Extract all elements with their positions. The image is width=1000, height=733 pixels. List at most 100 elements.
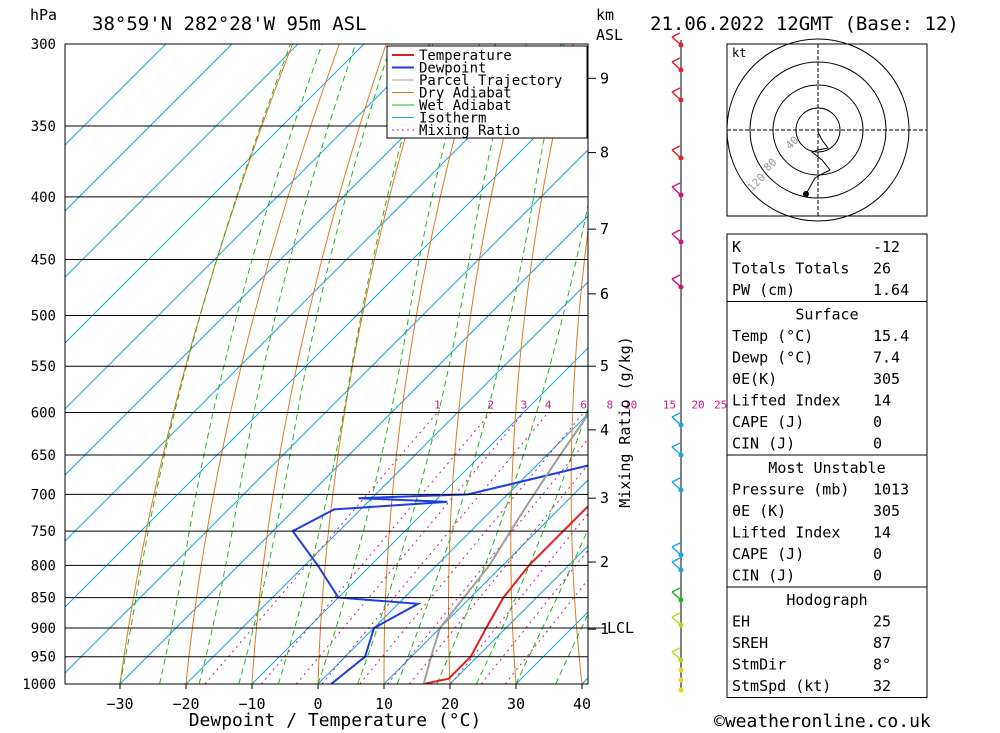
temperature-tick-label: 40 <box>573 695 591 713</box>
temperature-tick-label: −20 <box>172 695 199 713</box>
hodograph-stats-title: Hodograph <box>786 591 867 609</box>
wind-dot <box>678 155 684 161</box>
wind-barb-flag <box>671 87 681 93</box>
isotherm-line <box>65 44 233 212</box>
legend-entry: Dewpoint <box>419 61 486 77</box>
surface-row-value: 14 <box>873 392 891 410</box>
plot-frame <box>64 43 589 685</box>
pressure-unit-label: hPa <box>30 6 57 24</box>
mixing-ratio-line <box>321 412 549 684</box>
most-unstable-row-value: 1013 <box>873 481 909 499</box>
legend-entry: Mixing Ratio <box>419 123 520 139</box>
hodograph-end-point <box>803 191 809 197</box>
dry-adiabat-line <box>630 44 667 684</box>
hodograph-stats-row-value: 8° <box>873 656 891 674</box>
wind-dot <box>678 284 684 290</box>
wet-adiabat-lines <box>119 44 588 684</box>
mixing-ratio-label: 4 <box>545 398 552 411</box>
dry-adiabat-line <box>994 44 1000 684</box>
mixing-ratio-label: 2 <box>488 398 495 411</box>
km-asl-label: ASL <box>596 26 623 44</box>
surface-row-label: Temp (°C) <box>732 327 813 345</box>
wind-dot <box>678 487 684 493</box>
surface-row-label: Dewp (°C) <box>732 349 813 367</box>
pressure-tick-label: 600 <box>31 405 56 421</box>
pressure-tick-label: 850 <box>31 591 56 607</box>
hodograph-trace <box>805 131 831 195</box>
dry-adiabat-line <box>570 226 588 684</box>
km-tick-label: 3 <box>600 489 609 507</box>
wind-barb-flag <box>671 587 681 593</box>
most-unstable-row-value: 14 <box>873 524 891 542</box>
temperature-tick-label: 10 <box>375 695 393 713</box>
wind-dot <box>678 452 684 458</box>
height-axis: 1 2 3 4 5 6 7 8 9 <box>588 69 609 638</box>
surface-row-label: CAPE (J) <box>732 413 804 431</box>
pressure-tick-label: 450 <box>31 253 56 269</box>
legend-entry: Parcel Trajectory <box>419 73 562 89</box>
copyright-footer: ©weatheronline.co.uk <box>714 711 931 732</box>
pressure-tick-label: 900 <box>31 621 56 637</box>
isobar-lines <box>65 43 588 685</box>
hodograph-stats-box <box>726 586 928 698</box>
hodograph-unit: kt <box>732 46 746 60</box>
wind-barb-flag <box>671 32 681 38</box>
isotherm-line <box>65 44 431 410</box>
index-label: PW (cm) <box>732 281 795 299</box>
x-axis-title: Dewpoint / Temperature (°C) <box>189 710 482 731</box>
pressure-tick-label: 400 <box>31 190 56 206</box>
surface-title: Surface <box>795 306 858 324</box>
wet-adiabat-line <box>317 44 471 684</box>
wind-barb-flag <box>671 557 681 563</box>
isotherm-line <box>65 44 167 146</box>
isotherm-line <box>65 44 497 476</box>
hodograph-stats-row-value: 87 <box>873 634 891 652</box>
temperature-tick-label: −10 <box>238 695 265 713</box>
mixing-ratio-label: 15 <box>663 398 676 411</box>
most-unstable-row-label: Pressure (mb) <box>732 481 849 499</box>
index-label: Totals Totals <box>732 260 849 278</box>
hodograph-stats-row-label: StmDir <box>732 656 786 674</box>
legend-entry: Dry Adiabat <box>419 86 512 102</box>
km-tick-label: 5 <box>600 357 609 375</box>
mixing-ratio-label: 20 <box>691 398 704 411</box>
surface-row-value: 7.4 <box>873 349 900 367</box>
km-tick-label: 4 <box>600 421 609 439</box>
hodograph-stats-row-label: SREH <box>732 634 768 652</box>
wet-adiabat-line <box>277 44 430 684</box>
wind-dot <box>678 567 684 573</box>
km-unit-label: km <box>596 6 614 24</box>
most-unstable-row-label: CAPE (J) <box>732 545 804 563</box>
wind-dot <box>678 67 684 73</box>
mixing-ratio-label: 25 <box>714 398 727 411</box>
dry-adiabat-line <box>317 44 434 684</box>
location-title: 38°59'N 282°28'W 95m ASL <box>92 13 367 35</box>
km-tick-label: 8 <box>600 144 609 162</box>
mixing-ratio-line <box>450 512 588 684</box>
wind-barb-flag <box>671 442 681 448</box>
dry-adiabat-line <box>686 44 714 684</box>
mixing-ratio-label: 3 <box>521 398 528 411</box>
wet-adiabat-line <box>238 44 392 684</box>
most-unstable-row-label: θE (K) <box>732 502 786 520</box>
wind-barb-flag <box>671 412 681 418</box>
temperature-axis: −30 −20 −10 0 10 20 30 40 <box>106 684 591 713</box>
index-value: -12 <box>873 238 900 256</box>
dry-adiabat-line <box>185 44 340 684</box>
wet-adiabat-line <box>357 44 516 684</box>
temperature-tick-label: 30 <box>507 695 525 713</box>
pressure-tick-label: 550 <box>31 359 56 375</box>
index-value: 26 <box>873 260 891 278</box>
most-unstable-row-label: CIN (J) <box>732 567 795 585</box>
wind-barb-flag <box>671 542 681 548</box>
wind-dot <box>678 552 684 558</box>
pressure-tick-label: 650 <box>31 448 56 464</box>
pressure-tick-label: 500 <box>31 309 56 325</box>
mixing-ratio-labels: 1 2 3 4 6 8 10 15 20 25 <box>434 398 727 411</box>
surface-row-value: 305 <box>873 370 900 388</box>
pressure-tick-label: 350 <box>31 119 56 135</box>
legend-entry: Isotherm <box>419 111 486 127</box>
